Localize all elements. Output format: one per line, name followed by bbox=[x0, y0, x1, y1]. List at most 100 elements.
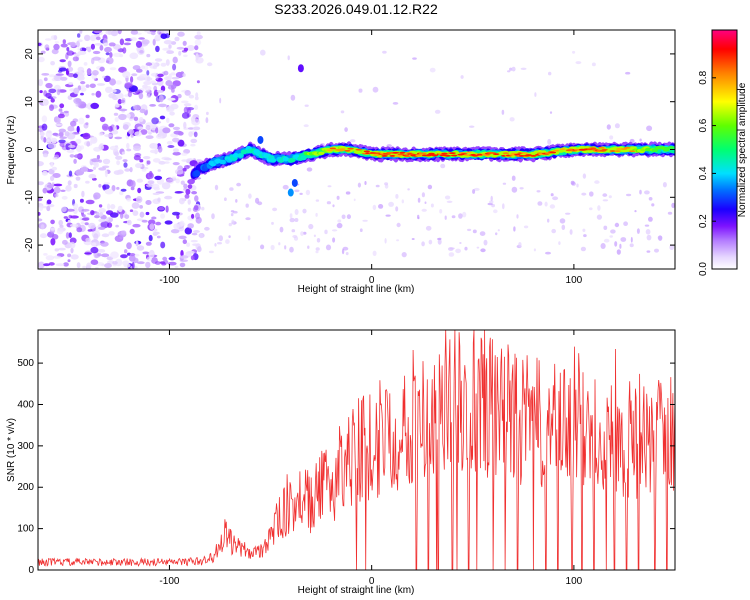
noise-blob bbox=[57, 113, 65, 119]
noise-blob bbox=[81, 217, 90, 221]
noise-blob bbox=[179, 197, 185, 205]
noise-blob bbox=[163, 40, 173, 45]
noise-blob bbox=[58, 219, 63, 226]
noise-blob bbox=[152, 198, 161, 205]
noise-blob bbox=[63, 110, 69, 114]
noise-blob bbox=[523, 225, 529, 229]
noise-blob bbox=[104, 169, 108, 178]
noise-blob bbox=[43, 137, 47, 143]
noise-blob bbox=[150, 31, 156, 36]
noise-blob bbox=[345, 191, 351, 195]
noise-blob bbox=[248, 193, 252, 199]
x-tick-label: 0 bbox=[369, 275, 375, 286]
noise-blob bbox=[103, 42, 108, 47]
noise-blob bbox=[195, 53, 199, 61]
noise-blob bbox=[135, 240, 139, 247]
noise-blob bbox=[173, 148, 179, 153]
noise-blob bbox=[120, 99, 125, 104]
noise-blob bbox=[194, 104, 199, 111]
noise-blob bbox=[130, 180, 136, 188]
noise-blob bbox=[589, 191, 594, 197]
noise-blob bbox=[119, 54, 124, 58]
noise-blob bbox=[444, 195, 451, 200]
noise-blob bbox=[77, 47, 82, 51]
y-tick-label: 200 bbox=[17, 482, 34, 493]
noise-blob bbox=[507, 70, 511, 73]
noise-blob bbox=[181, 159, 188, 162]
noise-blob bbox=[129, 253, 136, 257]
y-tick-label: -20 bbox=[24, 237, 35, 252]
noise-blob bbox=[103, 182, 111, 185]
noise-blob bbox=[614, 241, 618, 247]
noise-blob bbox=[636, 228, 640, 234]
noise-blob bbox=[511, 186, 518, 193]
noise-blob bbox=[68, 170, 73, 177]
noise-blob bbox=[55, 263, 65, 267]
ridge-cell bbox=[601, 148, 608, 151]
noise-blob bbox=[73, 158, 77, 164]
noise-blob bbox=[401, 199, 404, 204]
noise-blob bbox=[57, 116, 61, 124]
snr-xlabel: Height of straight line (km) bbox=[298, 585, 415, 596]
noise-blob bbox=[156, 89, 164, 93]
noise-blob bbox=[284, 245, 287, 250]
noise-blob bbox=[149, 104, 157, 107]
noise-blob bbox=[70, 120, 77, 127]
noise-blob bbox=[108, 231, 115, 236]
noise-blob bbox=[55, 73, 64, 76]
noise-blob bbox=[41, 73, 50, 76]
noise-blob bbox=[108, 125, 113, 132]
noise-blob bbox=[469, 125, 475, 128]
noise-blob bbox=[152, 65, 158, 70]
ridge-cell bbox=[287, 188, 294, 197]
noise-blob bbox=[170, 72, 176, 76]
noise-blob bbox=[168, 123, 175, 128]
noise-blob bbox=[144, 64, 149, 71]
noise-blob bbox=[117, 30, 122, 35]
noise-blob bbox=[46, 199, 52, 205]
noise-blob bbox=[336, 195, 340, 200]
noise-blob bbox=[158, 206, 165, 211]
y-tick-label: 0 bbox=[24, 146, 35, 152]
noise-blob bbox=[41, 115, 48, 123]
noise-blob bbox=[102, 184, 107, 191]
noise-blob bbox=[48, 88, 57, 94]
noise-blob bbox=[49, 104, 54, 111]
noise-blob bbox=[149, 223, 155, 231]
noise-blob bbox=[476, 246, 480, 249]
noise-blob bbox=[73, 73, 78, 78]
noise-blob bbox=[165, 59, 170, 66]
noise-blob bbox=[155, 221, 162, 226]
noise-blob bbox=[495, 232, 498, 236]
noise-blob bbox=[66, 132, 76, 140]
noise-blob bbox=[123, 42, 131, 46]
noise-blob bbox=[199, 233, 203, 239]
noise-blob bbox=[83, 240, 92, 246]
noise-blob bbox=[93, 146, 102, 152]
noise-blob bbox=[80, 81, 86, 85]
ridge-cell bbox=[329, 147, 336, 150]
noise-blob bbox=[306, 167, 313, 172]
noise-blob bbox=[372, 204, 377, 211]
noise-blob bbox=[50, 238, 56, 246]
noise-blob bbox=[53, 255, 62, 259]
noise-blob bbox=[63, 216, 68, 219]
ridge-cell bbox=[465, 151, 472, 154]
noise-blob bbox=[168, 261, 177, 266]
noise-blob bbox=[55, 123, 63, 127]
noise-blob bbox=[81, 190, 85, 198]
noise-blob bbox=[90, 43, 95, 50]
snr-frame bbox=[37, 329, 676, 571]
noise-blob bbox=[104, 263, 112, 269]
noise-blob bbox=[625, 71, 631, 75]
noise-blob bbox=[39, 90, 43, 94]
noise-blob bbox=[95, 36, 101, 41]
noise-blob bbox=[157, 145, 163, 153]
noise-blob bbox=[326, 201, 331, 205]
snr-line bbox=[38, 330, 675, 570]
noise-blob bbox=[230, 213, 234, 217]
noise-blob bbox=[429, 67, 436, 73]
noise-blob bbox=[303, 124, 309, 128]
ridge-cell bbox=[214, 158, 222, 164]
noise-blob bbox=[174, 265, 179, 268]
